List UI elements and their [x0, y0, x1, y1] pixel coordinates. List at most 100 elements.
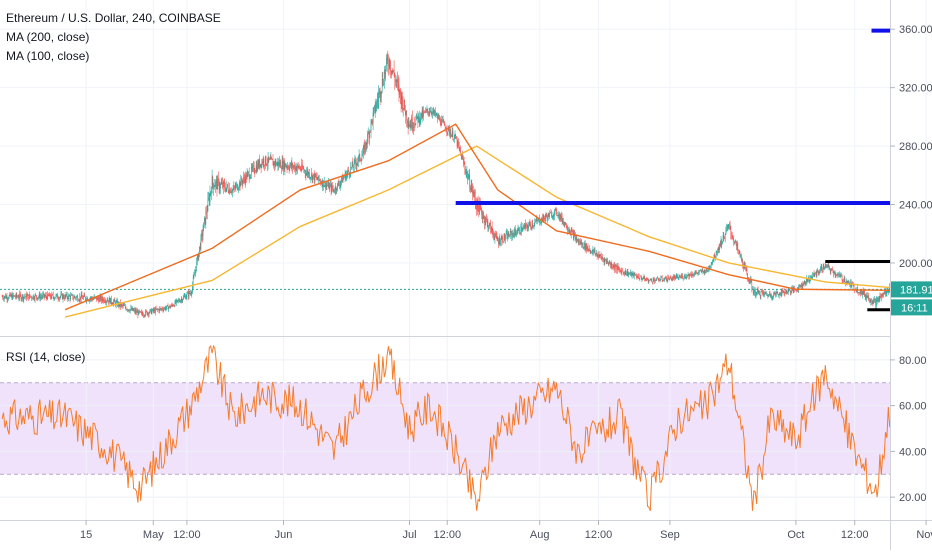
- candle-body: [251, 167, 252, 176]
- candle-body: [130, 307, 132, 310]
- candle-body: [171, 304, 172, 307]
- candle-body: [232, 189, 233, 193]
- candle-body: [70, 295, 71, 300]
- candle-body: [109, 298, 111, 304]
- legend: Ethereum / U.S. Dollar, 240, COINBASE MA…: [6, 11, 221, 364]
- candle-body: [53, 297, 55, 300]
- candle-body: [106, 301, 107, 303]
- candle-body: [69, 296, 71, 300]
- candle-body: [382, 78, 384, 85]
- candle-body: [173, 305, 174, 307]
- candle-body: [792, 287, 794, 292]
- candle-body: [472, 193, 474, 195]
- candle-body: [481, 209, 482, 215]
- candle-body: [97, 297, 98, 301]
- candle-body: [17, 296, 18, 298]
- candle-body: [699, 270, 700, 273]
- candle-body: [383, 84, 384, 86]
- candle-body: [325, 181, 326, 189]
- candle-body: [298, 166, 300, 169]
- candle-body: [461, 153, 462, 160]
- rsi-grid: [0, 359, 890, 498]
- candle-body: [847, 282, 848, 284]
- candle-body: [230, 192, 232, 193]
- candle-body: [471, 185, 473, 187]
- candle-body: [55, 297, 56, 299]
- candle-body: [783, 290, 785, 293]
- candle-body: [628, 273, 629, 276]
- candle-body: [692, 275, 694, 276]
- candle-body: [634, 273, 636, 276]
- candle-body: [149, 309, 151, 313]
- rsi-axis[interactable]: 20.00 40.00 60.00 80.00: [890, 355, 927, 504]
- candle-body: [175, 301, 176, 304]
- candle-body: [226, 184, 228, 188]
- drawings[interactable]: [455, 28, 890, 312]
- ma100-legend[interactable]: MA (100, close): [6, 49, 89, 63]
- candle-body: [858, 292, 860, 294]
- candle-body: [393, 70, 395, 76]
- candle-body: [113, 299, 115, 302]
- candle-body: [66, 293, 68, 298]
- candle-body: [422, 110, 424, 117]
- candle-body: [233, 186, 235, 190]
- candle-body: [624, 272, 625, 275]
- symbol-title[interactable]: Ethereum / U.S. Dollar, 240, COINBASE: [6, 11, 221, 25]
- time-tick-label: 12:00: [585, 529, 613, 541]
- candle-body: [412, 127, 414, 129]
- candle-body: [563, 221, 564, 225]
- candle-body: [174, 301, 176, 307]
- candle-body: [315, 173, 316, 177]
- candle-body: [636, 277, 638, 278]
- price-tick-label: 240.00: [899, 200, 932, 212]
- candle-body: [722, 241, 723, 245]
- candle-body: [33, 295, 34, 299]
- candle-body: [204, 217, 205, 223]
- candle-body: [592, 249, 594, 251]
- candle-body: [829, 266, 830, 270]
- candle-body: [17, 296, 19, 299]
- candle-body: [816, 269, 818, 276]
- candle-body: [84, 295, 85, 297]
- candle-body: [778, 294, 779, 296]
- candle-body: [790, 291, 792, 293]
- candle-body: [766, 293, 767, 295]
- candle-body: [727, 225, 729, 229]
- candle-body: [645, 278, 647, 280]
- candle-body: [384, 72, 385, 85]
- candle-body: [540, 222, 542, 223]
- candle-body: [637, 275, 638, 278]
- candle-body: [486, 219, 488, 221]
- candle-body: [137, 311, 139, 316]
- candle-body: [622, 271, 624, 273]
- candle-body: [720, 240, 722, 247]
- rsi-legend[interactable]: RSI (14, close): [6, 350, 85, 364]
- candle-body: [280, 162, 281, 169]
- candle-body: [549, 212, 551, 214]
- candle-body: [659, 279, 661, 281]
- candle-body: [610, 261, 611, 266]
- candle-body: [683, 277, 685, 279]
- candle-body: [353, 160, 355, 168]
- price-axis[interactable]: 200.00 240.00 280.00 320.00 360.00: [890, 24, 932, 270]
- candle-body: [322, 180, 323, 187]
- candle-body: [832, 270, 834, 274]
- price-tick-label: 200.00: [899, 258, 932, 270]
- candle-body: [370, 120, 372, 132]
- candle-body: [296, 168, 298, 171]
- candle-body: [136, 311, 138, 313]
- time-axis[interactable]: 15 May 12:00 Jun Jul 12:00 Aug 12:00 Sep Oct 12:00…: [80, 520, 932, 541]
- candle-body: [549, 213, 550, 218]
- candle-body: [632, 272, 634, 274]
- candle-body: [739, 250, 741, 257]
- candle-body: [50, 293, 51, 298]
- candle-body: [414, 124, 416, 126]
- candle-body: [613, 264, 615, 268]
- candle-body: [591, 250, 593, 254]
- ma200-legend[interactable]: MA (200, close): [6, 30, 89, 44]
- candle-body: [221, 182, 223, 184]
- candle-body: [630, 271, 631, 274]
- candle-body: [778, 294, 780, 296]
- candle-body: [363, 148, 364, 154]
